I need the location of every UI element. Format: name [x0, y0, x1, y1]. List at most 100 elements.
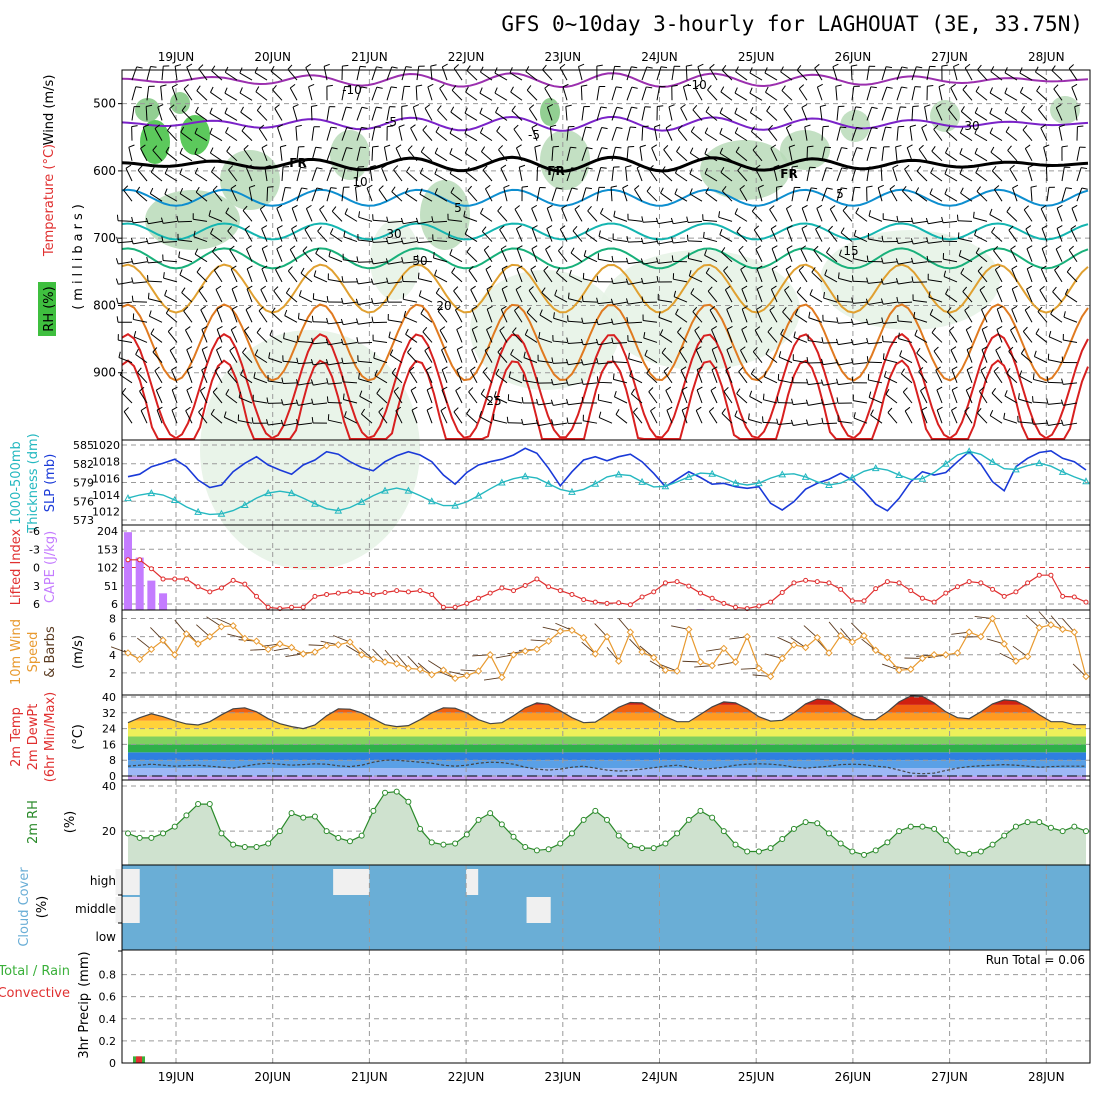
wind10-point	[1058, 625, 1067, 634]
wind-barb-flag	[639, 144, 646, 148]
wind-barb	[1048, 422, 1063, 426]
wind-barb	[931, 332, 943, 343]
wind-barb	[1063, 339, 1078, 343]
lifted-tick-label: 0	[33, 562, 40, 575]
wind-barb-flag	[737, 165, 742, 171]
rh2m-point	[720, 828, 727, 835]
wind-barb-flag	[581, 295, 584, 302]
wind-barb	[553, 340, 568, 343]
contour-label: FR	[780, 167, 797, 181]
wind-barb	[796, 291, 808, 303]
precip-total-label: Total / Rain	[0, 964, 70, 979]
wind-barb	[643, 261, 658, 265]
wind-barb-flag	[256, 105, 262, 111]
wind-barb-flag	[483, 245, 490, 251]
wind-barb-flag	[841, 167, 848, 170]
wind-barb-flag	[465, 86, 469, 93]
wind-barb	[366, 187, 373, 202]
wind-barb	[486, 308, 493, 323]
wind-barb	[200, 309, 208, 323]
wind-barb	[614, 396, 628, 404]
wind-barb-flag	[944, 147, 949, 154]
wind-barb-flag	[1011, 265, 1018, 270]
wind10-barb	[417, 662, 433, 676]
wind-barb	[150, 333, 163, 343]
wind-barb-flag	[422, 326, 428, 333]
wind-barb	[823, 297, 838, 303]
wind-barb	[1019, 375, 1033, 384]
contour-label: -5	[528, 128, 540, 142]
wind-barb	[695, 410, 703, 424]
wind-barb-flag	[960, 267, 965, 274]
wind-barb	[719, 234, 733, 242]
wind-barb-flag	[300, 267, 305, 274]
wind-barb	[566, 167, 572, 182]
wind-barb-flag	[956, 214, 959, 221]
wind-barb	[935, 107, 943, 121]
wind-barb-flag	[289, 83, 296, 89]
wind-barb-flag	[707, 85, 712, 91]
wind-barb	[480, 132, 493, 142]
rh2m-point	[674, 830, 681, 837]
wind-barb	[703, 219, 718, 222]
lifted-index-point	[183, 576, 189, 582]
wind-barb	[1005, 131, 1018, 142]
wind-barb	[167, 130, 178, 141]
lifted-index-point	[651, 589, 657, 595]
wind-barb-flag	[870, 409, 874, 416]
wind-barb-flag	[419, 188, 423, 195]
wind-barb	[133, 318, 148, 323]
wind10-barb	[1038, 611, 1052, 626]
wind-barb-flag	[255, 86, 260, 93]
wind-barb	[343, 321, 358, 326]
wind-barb-flag	[791, 398, 794, 405]
wind-barb-flag	[546, 204, 553, 209]
wind-barb	[648, 169, 658, 182]
wind-barb	[243, 149, 253, 162]
wind-barb-flag	[178, 251, 181, 258]
lifted-index-point	[954, 584, 960, 590]
wind-barb-flag	[770, 225, 777, 230]
wind-barb	[180, 131, 193, 142]
wind-barb	[417, 260, 433, 263]
lifted-index-point	[884, 579, 890, 585]
wind-barb-flag	[259, 124, 265, 130]
rh2m-point	[125, 830, 131, 837]
wind-barb-flag	[480, 146, 486, 152]
wind-barb-flag	[280, 399, 284, 406]
wind-barb-flag	[1030, 185, 1037, 188]
wind10-point	[708, 661, 716, 670]
wind-barb	[821, 187, 828, 202]
wind-barb-flag	[720, 86, 725, 93]
temp-band	[128, 712, 1086, 721]
lifted-index-point	[160, 576, 166, 582]
wind-barb	[928, 220, 943, 225]
wind-barb-flag	[989, 107, 993, 114]
wind-barb	[786, 228, 793, 242]
thickness-point	[544, 479, 553, 487]
wind-barb-flag	[734, 107, 738, 114]
wind-barb-flag	[726, 326, 733, 330]
wind10-barb	[110, 646, 129, 654]
wind-barb	[756, 309, 763, 323]
wind-barb	[974, 133, 988, 142]
wind-barb-flag	[391, 367, 397, 374]
wind-barb	[737, 170, 748, 182]
wind-barb	[559, 229, 568, 242]
lifted-index-point	[896, 580, 902, 586]
lifted-index-point	[908, 588, 914, 594]
wind-barb-flag	[183, 84, 189, 90]
rh2m-point	[300, 814, 307, 821]
wind10-point	[918, 654, 927, 663]
wind-barb	[161, 66, 164, 81]
wind-barb	[646, 190, 658, 202]
rh2m-point	[276, 828, 283, 835]
wind-axis-label: Wind (m/s)	[42, 75, 57, 146]
wind-barb-flag	[719, 228, 723, 235]
wind-barb	[981, 329, 988, 343]
wind-barb-flag	[231, 285, 238, 290]
lifted-index-point	[861, 598, 867, 604]
wind-barb-flag	[416, 254, 419, 261]
lifted-index-point	[849, 598, 855, 604]
